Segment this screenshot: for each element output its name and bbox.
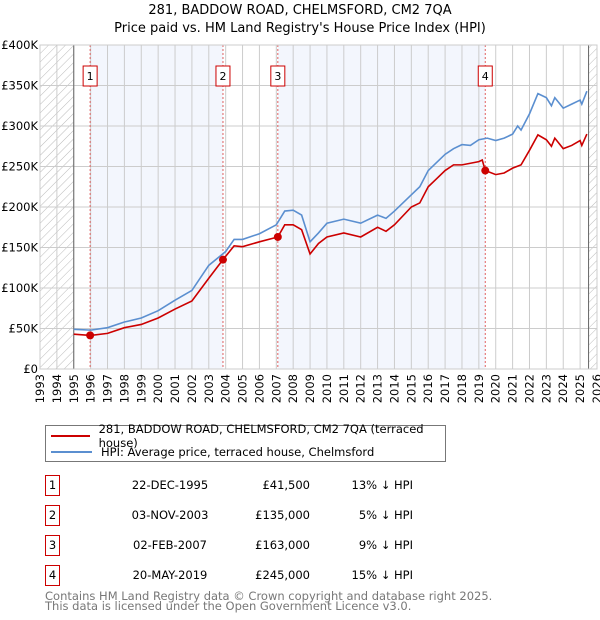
x-tick-label: 2026 [590, 374, 600, 403]
y-tick-label: £150K [1, 241, 38, 255]
legend-label: HPI: Average price, terraced house, Chel… [101, 445, 375, 459]
sale-number-badge: 2 [45, 505, 60, 526]
x-tick-label: 2002 [185, 374, 199, 403]
x-tick-label: 2019 [472, 374, 486, 403]
sale-point [481, 166, 490, 175]
chart-title: 281, BADDOW ROAD, CHELMSFORD, CM2 7QA [148, 3, 452, 18]
x-tick-label: 1995 [67, 374, 81, 403]
x-tick-label: 2011 [337, 374, 351, 403]
legend-swatch-blue [51, 451, 92, 453]
sale-label: 3 [274, 70, 281, 83]
x-tick-label: 2005 [236, 374, 250, 403]
y-tick-label: £0 [23, 362, 38, 376]
series-line [73, 133, 588, 337]
sale-date: 03-NOV-2003 [131, 508, 209, 522]
x-tick-label: 2008 [286, 374, 300, 403]
y-tick-label: £50K [9, 322, 39, 336]
x-tick-label: 1996 [84, 374, 98, 403]
chart-subtitle: Price paid vs. HM Land Registry's House … [114, 21, 486, 36]
x-tick-label: 2009 [303, 374, 317, 403]
sale-label-box [215, 65, 231, 87]
sale-label: 4 [482, 70, 489, 83]
sale-price: £135,000 [255, 508, 310, 522]
x-tick-label: 2016 [421, 374, 435, 403]
x-tick-label: 2025 [573, 374, 587, 403]
sale-number-badge: 3 [45, 535, 60, 556]
x-tick-label: 2020 [489, 374, 503, 403]
x-tick-label: 2012 [354, 374, 368, 403]
sale-date: 22-DEC-1995 [131, 478, 209, 492]
legend-item-hpi: HPI: Average price, terraced house, Chel… [51, 444, 374, 460]
sale-date: 02-FEB-2007 [133, 538, 207, 552]
sale-price: £41,500 [262, 478, 310, 492]
sale-hpi-diff: 5% ↓ HPI [358, 508, 413, 522]
x-tick-label: 2018 [455, 374, 469, 403]
x-tick-label: 2024 [556, 374, 570, 403]
plot-border [39, 44, 598, 370]
x-tick-label: 2004 [219, 374, 233, 403]
x-tick-label: 1998 [117, 374, 131, 403]
sale-date: 20-MAY-2019 [132, 568, 208, 582]
x-tick-label: 2000 [151, 374, 165, 403]
footer-copyright: Contains HM Land Registry data © Crown c… [45, 589, 493, 603]
y-tick-label: £350K [1, 79, 38, 93]
x-tick-label: 2003 [202, 374, 216, 403]
x-tick-label: 2017 [438, 374, 452, 403]
x-tick-label: 1993 [33, 374, 47, 403]
footer-licence: This data is licensed under the Open Gov… [45, 599, 412, 613]
x-tick-label: 1999 [134, 374, 148, 403]
x-tick-label: 2013 [371, 374, 385, 403]
x-tick-label: 2015 [404, 374, 418, 403]
series-line [73, 90, 588, 331]
x-tick-label: 2023 [539, 374, 553, 403]
y-tick-label: £200K [1, 200, 38, 214]
x-tick-label: 2021 [506, 374, 520, 403]
sale-label-box [477, 65, 493, 87]
y-tick-label: £400K [1, 38, 38, 52]
x-tick-label: 1994 [50, 374, 64, 403]
y-tick-label: £250K [1, 160, 38, 174]
x-tick-label: 1997 [101, 374, 115, 403]
legend-label: 281, BADDOW ROAD, CHELMSFORD, CM2 7QA (t… [98, 422, 424, 450]
sale-point [218, 255, 227, 264]
sale-number-badge: 4 [45, 565, 60, 586]
sale-hpi-diff: 13% ↓ HPI [351, 478, 413, 492]
sale-label-box [270, 65, 286, 87]
y-tick-label: £300K [1, 119, 38, 133]
x-tick-label: 2007 [269, 374, 283, 403]
legend-swatch-red [51, 435, 90, 437]
price-chart: 1993 1994 1995 1996 1997 1998 1999 2000 2001 2002… [1, 38, 600, 403]
x-tick-label: 2006 [252, 374, 266, 403]
x-tick-label: 2010 [320, 374, 334, 403]
sale-price: £245,000 [255, 568, 310, 582]
x-tick-label: 2022 [522, 374, 536, 403]
x-tick-label: 2001 [168, 374, 182, 403]
x-tick-label: 2014 [387, 374, 401, 403]
sale-hpi-diff: 9% ↓ HPI [358, 538, 413, 552]
sale-label: 1 [87, 70, 94, 83]
legend: 281, BADDOW ROAD, CHELMSFORD, CM2 7QA (t… [45, 422, 446, 462]
sale-point [86, 331, 95, 340]
sale-hpi-diff: 15% ↓ HPI [351, 568, 413, 582]
sale-label: 2 [219, 70, 226, 83]
y-tick-label: £100K [1, 281, 38, 295]
sale-point [273, 232, 282, 241]
sale-price: £163,000 [255, 538, 310, 552]
sale-number-badge: 1 [45, 475, 60, 496]
legend-item-property: 281, BADDOW ROAD, CHELMSFORD, CM2 7QA (t… [51, 422, 445, 450]
sale-label-box [82, 65, 98, 87]
